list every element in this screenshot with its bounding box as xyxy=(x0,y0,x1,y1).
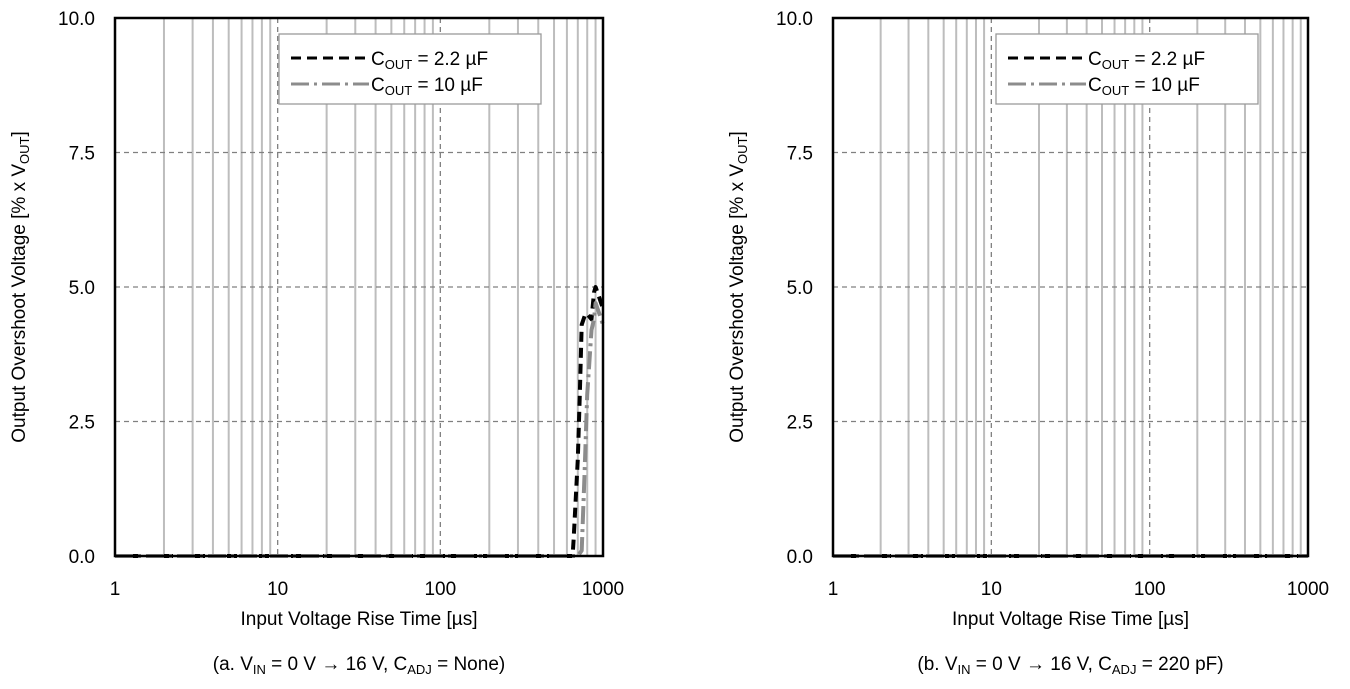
legend-box xyxy=(278,33,542,105)
legend-entry-label-part: C xyxy=(1088,49,1102,70)
x-tick-label: 1000 xyxy=(1287,579,1329,600)
legend-entry-label-part: C xyxy=(1088,75,1102,96)
legend-entry-label: COUT = 10 µF xyxy=(1088,75,1200,98)
legend-entry-label-part: C xyxy=(371,49,385,70)
legend-entry-label: COUT = 2.2 µF xyxy=(371,49,488,72)
y-tick-label: 0.0 xyxy=(69,547,95,568)
chart-a: 0.0 2.5 5.0 7.5 10.0 1 10 100 1000 Input Voltage … xyxy=(9,9,624,677)
figure-caption-part: ADJ xyxy=(407,662,432,677)
series-line-cout-10uf xyxy=(115,301,605,558)
y-tick-label: 7.5 xyxy=(787,144,813,165)
figure-caption-part: (a. V xyxy=(213,654,253,675)
x-axis-label: Input Voltage Rise Time [µs] xyxy=(241,609,478,630)
legend-entry-label-part: OUT xyxy=(385,57,413,72)
figure-caption-part: = 0 V → 16 V, C xyxy=(971,654,1112,675)
legend-entry-label-part: = 2.2 µF xyxy=(412,49,488,70)
legend-entry-label: COUT = 2.2 µF xyxy=(1088,49,1205,72)
legend-entry-label-part: = 2.2 µF xyxy=(1129,49,1205,70)
y-axis-label-part: ] xyxy=(9,131,30,136)
figure-caption-part: = None) xyxy=(432,654,505,675)
figure-caption: (a. VIN = 0 V → 16 V, CADJ = None) xyxy=(213,654,505,677)
figure-caption-part: IN xyxy=(253,662,266,677)
legend-entry-label-part: = 10 µF xyxy=(1129,75,1200,96)
x-tick-label: 1 xyxy=(110,579,121,600)
y-tick-label: 10.0 xyxy=(776,9,813,30)
figure-caption-part: = 220 pF) xyxy=(1136,654,1223,675)
y-axis-label-part: OUT xyxy=(735,136,750,164)
series-line-cout-2-2uf xyxy=(115,285,605,558)
figure-caption-part: IN xyxy=(958,662,971,677)
plot-area-border xyxy=(831,16,1310,558)
x-tick-label: 1 xyxy=(828,579,839,600)
plot-area-border xyxy=(113,16,605,558)
y-tick-label: 7.5 xyxy=(69,144,95,165)
x-axis-label: Input Voltage Rise Time [µs] xyxy=(952,609,1189,630)
figure-caption: (b. VIN = 0 V → 16 V, CADJ = 220 pF) xyxy=(917,654,1223,677)
y-tick-label: 10.0 xyxy=(58,9,95,30)
legend-entry-label-part: C xyxy=(371,75,385,96)
legend-entry-label-part: OUT xyxy=(1102,57,1130,72)
legend-entry-label-part: OUT xyxy=(1102,83,1130,98)
y-tick-label: 2.5 xyxy=(69,413,95,434)
y-axis-label: Output Overshoot Voltage [% x VOUT] xyxy=(9,131,32,443)
legend-entry-label-part: OUT xyxy=(385,83,413,98)
x-tick-label: 10 xyxy=(267,579,288,600)
legend-box xyxy=(995,33,1259,105)
y-tick-label: 5.0 xyxy=(787,278,813,299)
y-axis-label-part: Output Overshoot Voltage [% x V xyxy=(9,164,30,443)
y-tick-label: 5.0 xyxy=(69,278,95,299)
y-axis-label: Output Overshoot Voltage [% x VOUT] xyxy=(727,131,750,443)
figure-caption-part: = 0 V → 16 V, C xyxy=(266,654,407,675)
figure-caption-part: ADJ xyxy=(1112,662,1137,677)
x-tick-label: 10 xyxy=(981,579,1002,600)
y-tick-label: 2.5 xyxy=(787,413,813,434)
y-axis-label-part: Output Overshoot Voltage [% x V xyxy=(727,164,748,443)
y-tick-label: 0.0 xyxy=(787,547,813,568)
legend-entry-label-part: = 10 µF xyxy=(412,75,483,96)
legend-entry-label: COUT = 10 µF xyxy=(371,75,483,98)
x-tick-label: 100 xyxy=(1134,579,1166,600)
chart-b: 0.0 2.5 5.0 7.5 10.0 1 10 100 1000 Input Voltage … xyxy=(727,9,1329,677)
y-axis-label-part: OUT xyxy=(17,136,32,164)
x-tick-label: 1000 xyxy=(582,579,624,600)
figure-caption-part: (b. V xyxy=(917,654,957,675)
y-axis-label-part: ] xyxy=(727,131,748,136)
x-tick-label: 100 xyxy=(424,579,456,600)
